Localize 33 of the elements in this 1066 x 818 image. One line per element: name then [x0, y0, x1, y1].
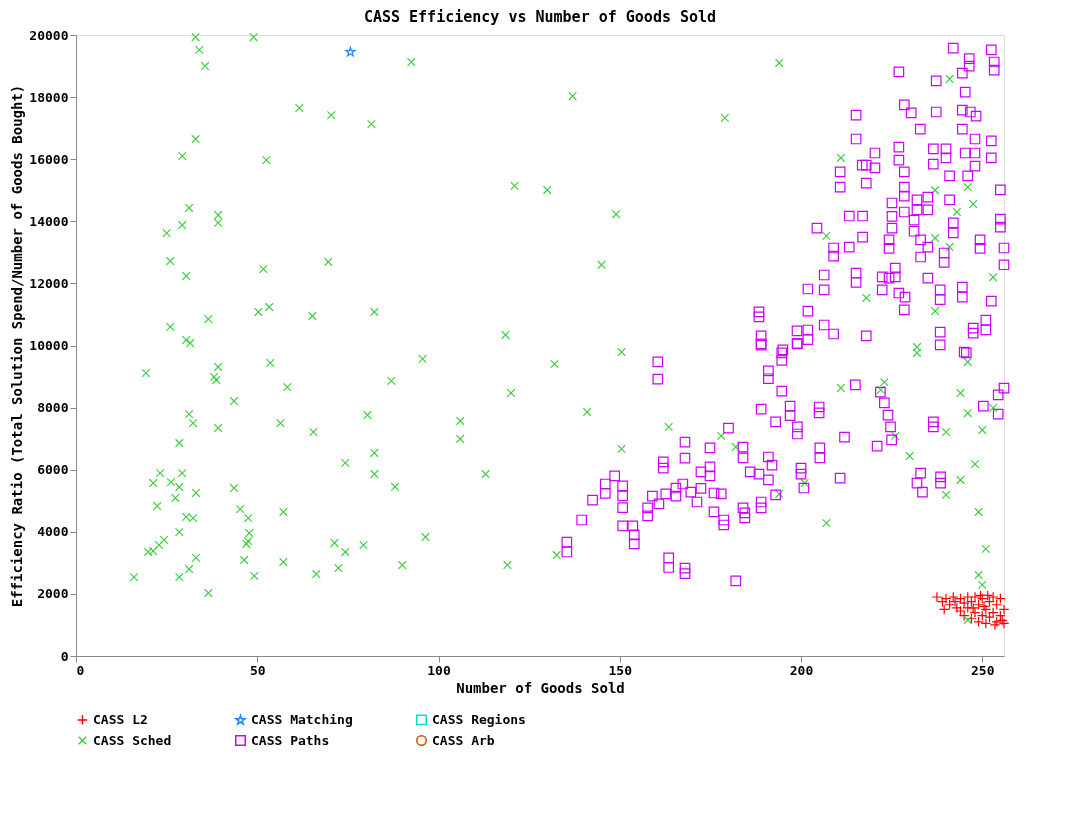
legend-label: CASS Regions [432, 711, 526, 727]
y-tick-label: 10000 [29, 338, 69, 353]
y-tick-label: 8000 [37, 400, 69, 416]
point [955, 605, 966, 617]
legend-label: CASS L2 [93, 711, 148, 727]
point [982, 590, 994, 601]
y-tick-label: 0 [60, 648, 69, 664]
y-tick-label: 6000 [37, 462, 69, 478]
y-tick-label: 14000 [29, 213, 69, 229]
x-tick-label: 100 [427, 662, 451, 678]
y-tick-label: 18000 [29, 89, 69, 105]
y-tick-label: 2000 [37, 586, 69, 602]
point [998, 618, 1010, 629]
x-tick-label: 150 [608, 662, 633, 678]
point [980, 618, 992, 629]
y-tick-label: 20000 [29, 27, 69, 43]
x-tick-label: 50 [249, 662, 266, 678]
point [345, 46, 356, 57]
y-tick-label: 12000 [29, 275, 69, 291]
y-tick-label: 4000 [37, 524, 69, 540]
point [995, 593, 1006, 604]
legend-label: CASS Matching [251, 712, 353, 728]
chart-title: CASS Efficiency vs Number of Goods Sold [363, 8, 717, 26]
x-tick-label: 0 [76, 662, 85, 678]
x-tick-label: 250 [971, 662, 995, 678]
x-axis-title: Number of Goods Sold [456, 679, 625, 696]
legend-label: CASS Paths [251, 732, 330, 748]
y-axis-title: Efficiency Ratio (Total Solution Spend/Number of Goods Bought) [9, 84, 26, 608]
x-tick-label: 200 [789, 662, 814, 678]
y-tick-label: 16000 [29, 151, 69, 167]
point [938, 604, 950, 615]
legend-label: CASS Arb [432, 732, 495, 748]
legend-label: CASS Sched [93, 732, 172, 748]
